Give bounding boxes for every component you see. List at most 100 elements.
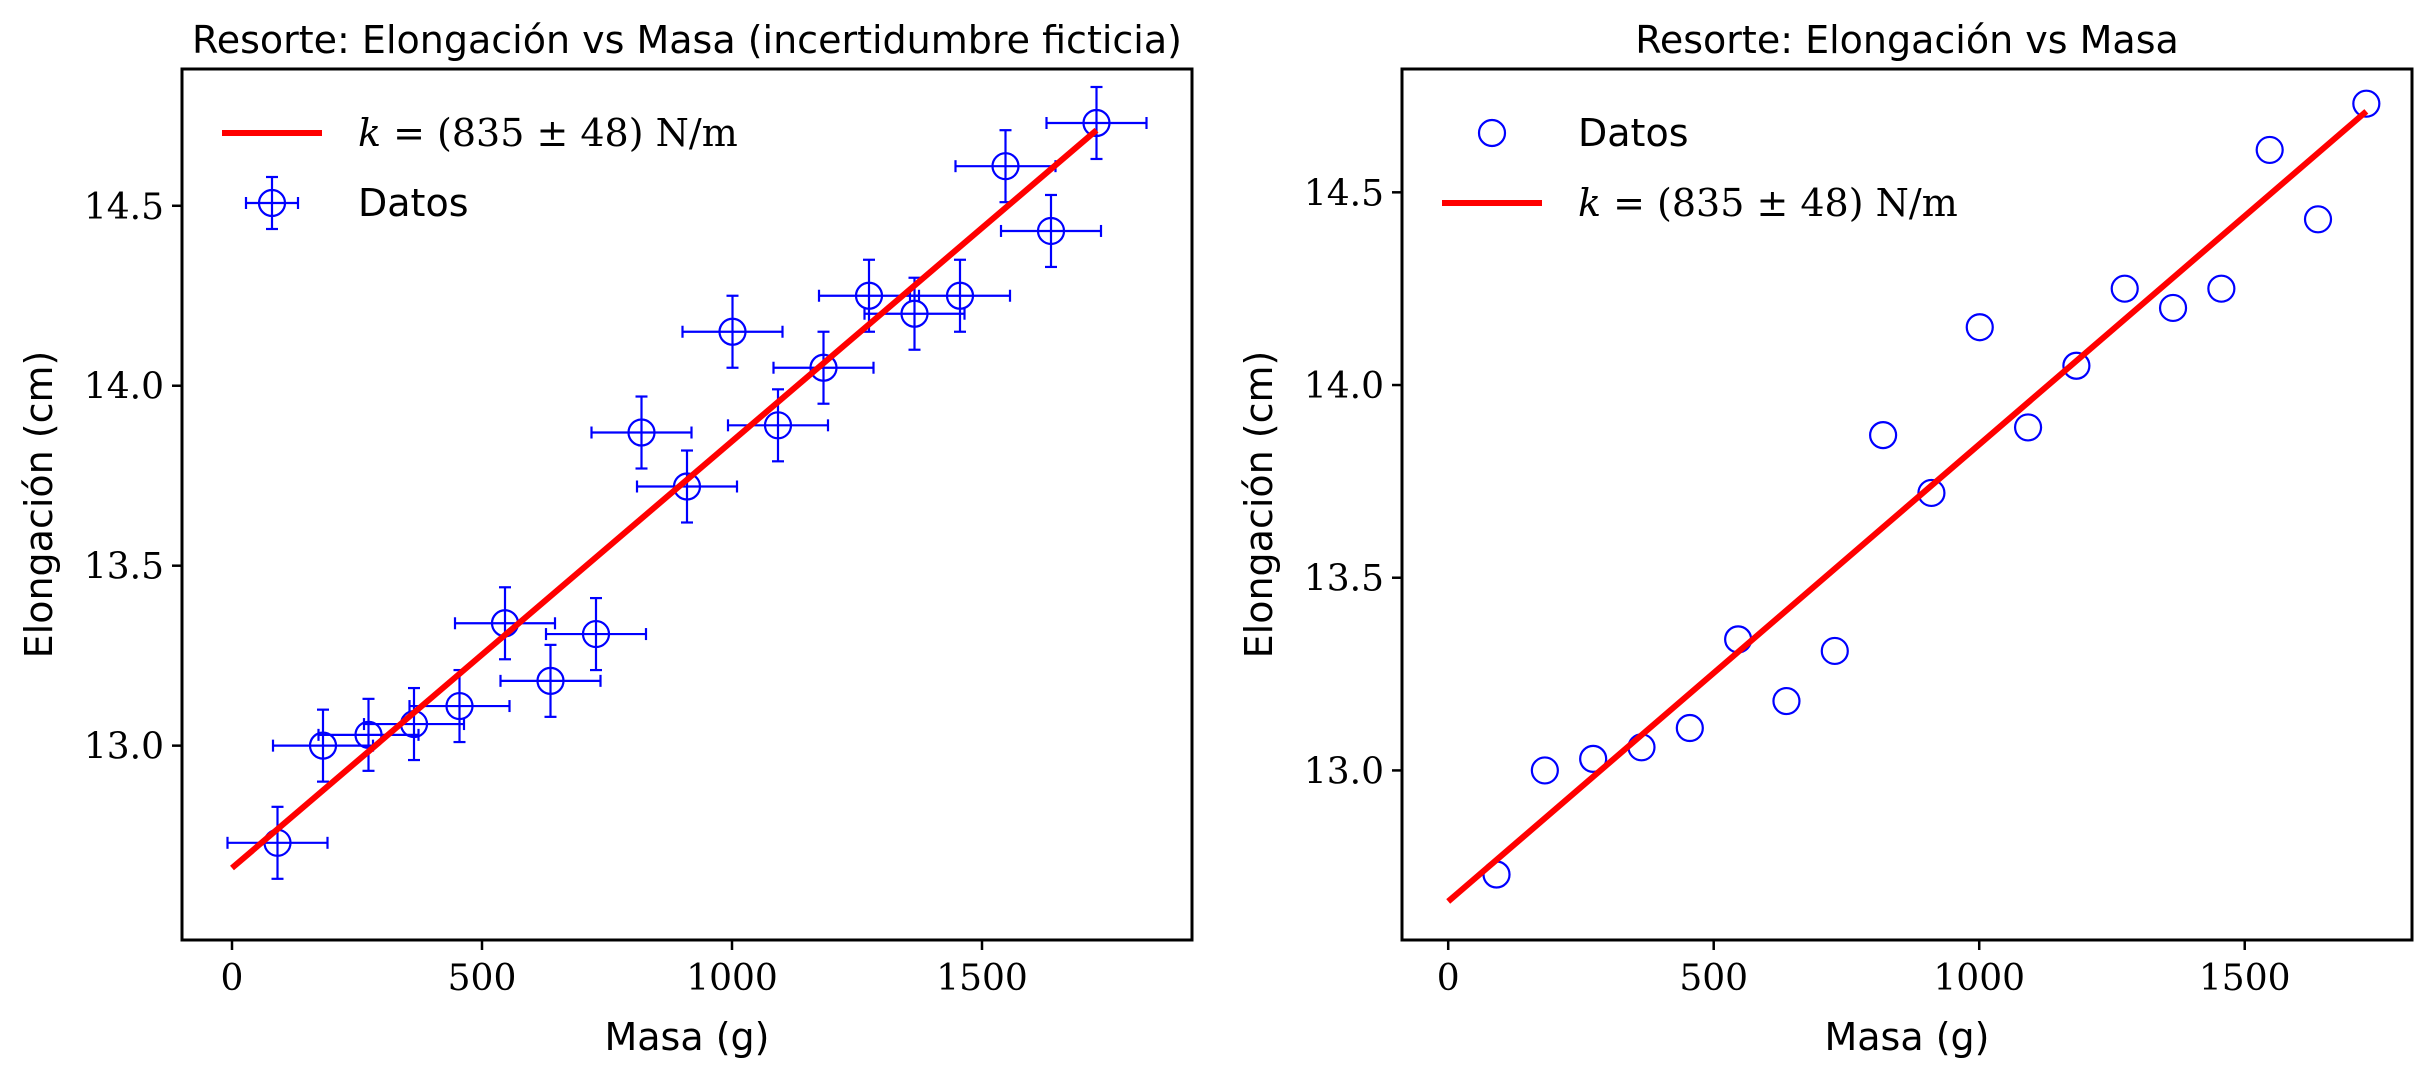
- legend-data-swatch: [257, 188, 287, 218]
- x-tick-label: 1000: [686, 958, 778, 999]
- data-point: [271, 708, 375, 783]
- data-marker: [945, 281, 975, 310]
- data-marker: [763, 411, 793, 440]
- fit-line: [1446, 109, 2369, 904]
- data-point: [2110, 274, 2139, 303]
- data-point: [2158, 293, 2188, 323]
- data-point: [1579, 744, 1608, 773]
- data-marker: [1965, 313, 1994, 342]
- data-point: [772, 330, 875, 405]
- y-tick-label: 14.5: [84, 187, 164, 228]
- data-marker: [2062, 351, 2091, 380]
- legend: Datos k = (835 ± 48) N/m: [1442, 111, 1958, 225]
- data-point: [499, 643, 602, 718]
- data-marker: [1082, 108, 1111, 138]
- data-point: [681, 294, 784, 369]
- data-point: [1675, 713, 1704, 743]
- data-marker: [2303, 205, 2333, 234]
- data-marker: [1036, 216, 1066, 246]
- legend-label-k: k: [1578, 181, 1601, 225]
- fit-line: [230, 127, 1099, 871]
- y-tick-label: 13.0: [84, 727, 164, 768]
- y-tick-label: 13.5: [84, 547, 164, 588]
- x-axis-label: Masa (g): [1824, 1015, 1989, 1059]
- axes-frame: [180, 67, 1194, 942]
- data-marker: [2158, 293, 2188, 323]
- legend-data-swatch: [1477, 118, 1507, 148]
- chart-panel-1: Resorte: Elongación vs Masa (incertidumb…: [17, 18, 1194, 1059]
- chart-panel-2: Resorte: Elongación vs Masa 0 500 1000 1500 1…: [1237, 18, 2414, 1059]
- data-point: [226, 805, 329, 880]
- data-marker: [1579, 744, 1608, 773]
- data-marker: [718, 317, 747, 346]
- x-axis-label: Masa (g): [604, 1015, 769, 1059]
- data-marker: [2255, 135, 2284, 165]
- chart-title: Resorte: Elongación vs Masa: [1635, 18, 2179, 62]
- chart-title: Resorte: Elongación vs Masa (incertidumb…: [192, 18, 1182, 62]
- x-tick-label: 500: [448, 958, 517, 999]
- legend-label-fit: k = (835 ± 48) N/m: [358, 111, 738, 155]
- axes-frame: [1400, 67, 2414, 942]
- data-point: [2352, 89, 2381, 118]
- y-axis-label: Elongación (cm): [1237, 351, 1281, 659]
- data-point: [2255, 135, 2284, 165]
- legend-label-datos: Datos: [358, 181, 469, 225]
- data-marker: [2352, 89, 2381, 118]
- data-marker: [581, 619, 611, 649]
- data-point: [317, 697, 420, 772]
- plot-data-layer: [226, 85, 1148, 880]
- data-point: [544, 596, 648, 672]
- data-point: [1530, 756, 1559, 785]
- data-point: [1869, 421, 1898, 450]
- legend: k = (835 ± 48) N/m Datos: [222, 111, 738, 231]
- data-marker: [536, 666, 565, 695]
- y-tick-label: 14.0: [1304, 366, 1384, 407]
- x-tick-label: 500: [1679, 958, 1748, 999]
- data-point: [1772, 686, 1801, 716]
- y-tick-label: 13.0: [1304, 751, 1384, 792]
- data-marker: [308, 731, 338, 760]
- data-marker: [672, 472, 702, 501]
- data-marker: [991, 152, 1020, 181]
- data-marker: [445, 691, 474, 721]
- legend-label-value: = (835 ± 48) N/m: [1601, 181, 1958, 225]
- data-point: [2207, 274, 2236, 303]
- y-tick-label: 13.5: [1304, 559, 1384, 600]
- data-marker: [627, 418, 656, 447]
- legend-label-k: k: [358, 111, 381, 155]
- data-marker: [900, 299, 929, 328]
- data-point: [954, 129, 1057, 204]
- x-tick-label: 0: [221, 958, 244, 999]
- y-axis-label: Elongación (cm): [17, 351, 61, 659]
- data-marker: [854, 281, 884, 310]
- data-marker: [2207, 274, 2236, 303]
- legend-label-fit: k = (835 ± 48) N/m: [1578, 181, 1958, 225]
- y-tick-label: 14.5: [1304, 173, 1384, 214]
- data-marker: [1530, 756, 1559, 785]
- data-point: [2062, 351, 2091, 380]
- plot-data-layer: [1446, 89, 2381, 904]
- data-marker: [2013, 413, 2043, 442]
- data-marker: [809, 353, 838, 382]
- x-tick-label: 1500: [936, 958, 1028, 999]
- data-marker: [1772, 686, 1801, 716]
- data-point: [590, 395, 693, 470]
- data-point: [453, 586, 557, 661]
- y-tick-label: 14.0: [84, 367, 164, 408]
- data-point: [1045, 85, 1148, 161]
- x-tick-label: 0: [1437, 958, 1460, 999]
- data-marker: [1675, 713, 1704, 743]
- data-point: [2303, 205, 2333, 234]
- data-marker: [1820, 636, 1849, 666]
- data-point: [2013, 413, 2043, 442]
- data-marker: [1869, 421, 1898, 450]
- data-point: [1965, 313, 1994, 342]
- x-tick-label: 1000: [1933, 958, 2025, 999]
- data-point: [1820, 636, 1849, 666]
- data-point: [635, 449, 739, 524]
- legend-label-value: = (835 ± 48) N/m: [381, 111, 738, 155]
- legend-label-datos: Datos: [1578, 111, 1689, 155]
- data-marker: [2110, 274, 2139, 303]
- x-tick-label: 1500: [2199, 958, 2291, 999]
